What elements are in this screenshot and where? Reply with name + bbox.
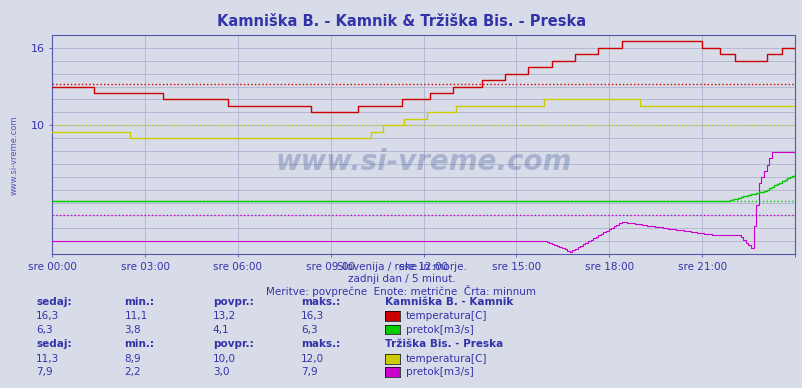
Text: 11,3: 11,3: [36, 353, 59, 364]
Text: 7,9: 7,9: [36, 367, 53, 377]
Text: Slovenija / reke in morje.: Slovenija / reke in morje.: [336, 262, 466, 272]
Text: zadnji dan / 5 minut.: zadnji dan / 5 minut.: [347, 274, 455, 284]
Text: maks.:: maks.:: [301, 339, 340, 349]
Text: povpr.:: povpr.:: [213, 339, 253, 349]
Text: 12,0: 12,0: [301, 353, 324, 364]
Text: maks.:: maks.:: [301, 296, 340, 307]
Text: temperatura[C]: temperatura[C]: [405, 311, 486, 321]
Text: 13,2: 13,2: [213, 311, 236, 321]
Text: 3,0: 3,0: [213, 367, 229, 377]
Text: 10,0: 10,0: [213, 353, 236, 364]
Text: 2,2: 2,2: [124, 367, 141, 377]
Text: 11,1: 11,1: [124, 311, 148, 321]
Text: Tržiška Bis. - Preska: Tržiška Bis. - Preska: [385, 339, 503, 349]
Text: www.si-vreme.com: www.si-vreme.com: [10, 116, 18, 195]
Text: min.:: min.:: [124, 339, 154, 349]
Text: Meritve: povprečne  Enote: metrične  Črta: minnum: Meritve: povprečne Enote: metrične Črta:…: [266, 285, 536, 297]
Text: 16,3: 16,3: [301, 311, 324, 321]
Text: 6,3: 6,3: [36, 324, 53, 334]
Text: www.si-vreme.com: www.si-vreme.com: [275, 148, 571, 176]
Text: sedaj:: sedaj:: [36, 339, 71, 349]
Text: povpr.:: povpr.:: [213, 296, 253, 307]
Text: 3,8: 3,8: [124, 324, 141, 334]
Text: 6,3: 6,3: [301, 324, 318, 334]
Text: min.:: min.:: [124, 296, 154, 307]
Text: Kamniška B. - Kamnik & Tržiška Bis. - Preska: Kamniška B. - Kamnik & Tržiška Bis. - Pr…: [217, 14, 585, 29]
Text: 16,3: 16,3: [36, 311, 59, 321]
Text: pretok[m3/s]: pretok[m3/s]: [405, 324, 472, 334]
Text: 8,9: 8,9: [124, 353, 141, 364]
Text: 4,1: 4,1: [213, 324, 229, 334]
Text: pretok[m3/s]: pretok[m3/s]: [405, 367, 472, 377]
Text: temperatura[C]: temperatura[C]: [405, 353, 486, 364]
Text: sedaj:: sedaj:: [36, 296, 71, 307]
Text: Kamniška B. - Kamnik: Kamniška B. - Kamnik: [385, 296, 513, 307]
Text: 7,9: 7,9: [301, 367, 318, 377]
